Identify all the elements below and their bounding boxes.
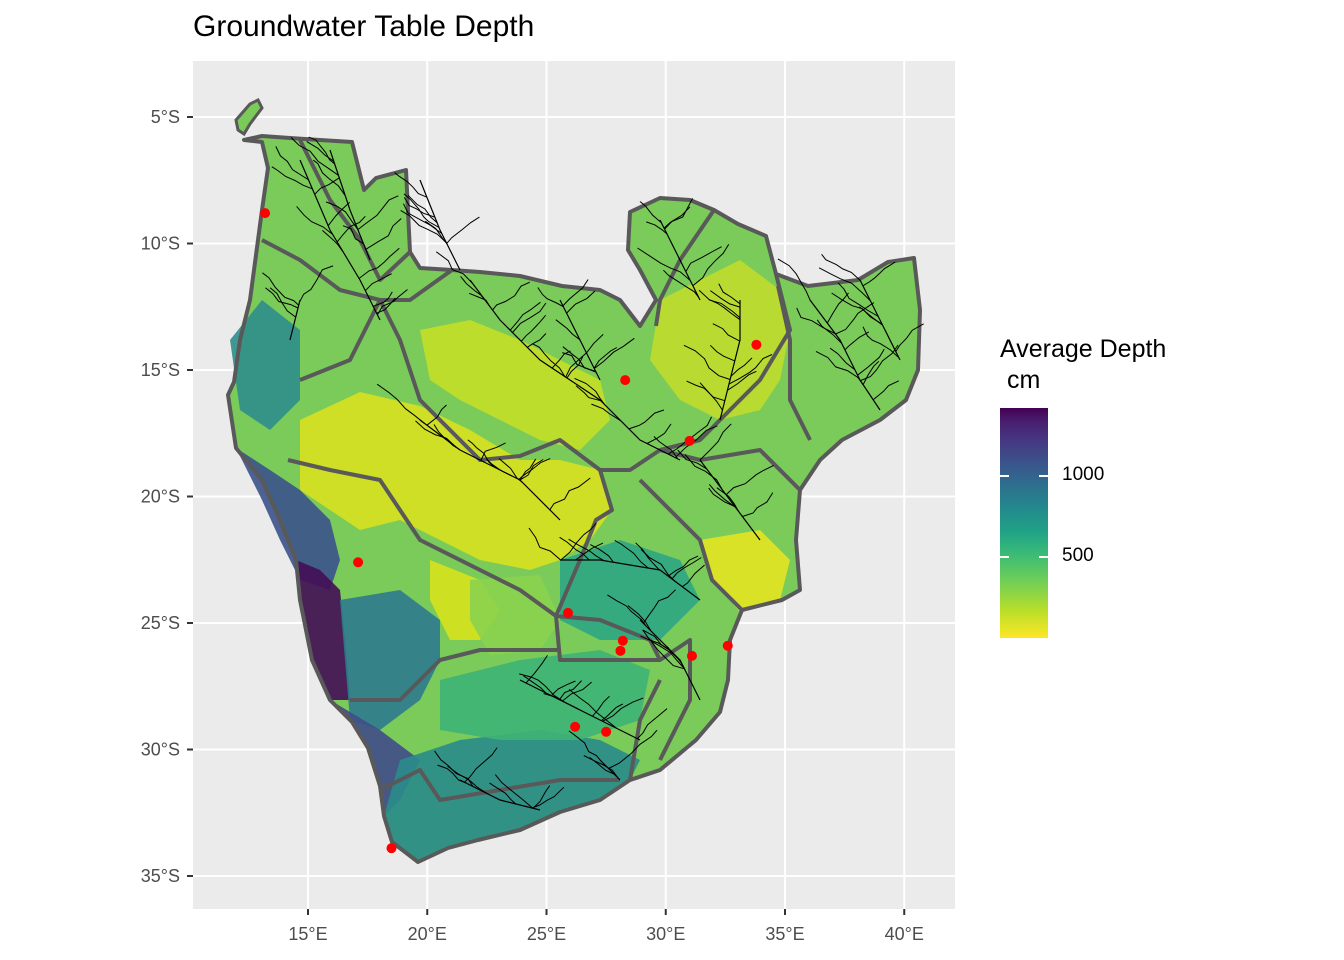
legend-tick-mark — [1000, 475, 1048, 478]
station-point — [562, 607, 573, 618]
station-points — [260, 208, 762, 854]
legend-tick-mark — [1000, 556, 1048, 558]
landmass — [226, 97, 922, 864]
legend: Average Depth cm 1000 500 — [1000, 334, 1230, 638]
legend-tick-label: 1000 — [1062, 464, 1105, 486]
station-point — [751, 339, 762, 350]
y-tick-label: 10°S — [141, 234, 180, 254]
station-point — [684, 435, 695, 446]
x-tick-label: 30°E — [646, 924, 685, 944]
y-tick-label: 20°S — [141, 487, 180, 507]
legend-tick-label: 500 — [1062, 545, 1094, 566]
y-tick-label: 25°S — [141, 613, 180, 633]
river-network — [262, 136, 924, 811]
x-tick-label: 35°E — [765, 924, 804, 944]
x-tick-label: 15°E — [288, 924, 327, 944]
x-axis: 15°E 20°E 25°E 30°E 35°E 40°E — [288, 909, 924, 944]
station-point — [353, 557, 364, 568]
station-point — [686, 650, 697, 661]
y-tick-label: 35°S — [141, 866, 180, 886]
station-point — [722, 640, 733, 651]
station-point — [620, 375, 631, 386]
station-point — [601, 726, 612, 737]
station-point — [615, 645, 626, 656]
x-tick-label: 25°E — [527, 924, 566, 944]
x-tick-label: 20°E — [408, 924, 447, 944]
map-title: Groundwater Table Depth — [193, 10, 535, 43]
y-axis: 5°S 10°S 15°S 20°S 25°S 30°S 35°S — [141, 107, 193, 886]
station-point — [386, 843, 397, 854]
y-tick-label: 5°S — [151, 107, 180, 127]
legend-colorbar — [1000, 408, 1048, 638]
station-point — [617, 635, 628, 646]
station-point — [570, 721, 581, 732]
x-tick-label: 40°E — [885, 924, 924, 944]
y-tick-label: 30°S — [141, 740, 180, 760]
y-tick-label: 15°S — [141, 360, 180, 380]
legend-title: Average Depth cm — [1000, 335, 1167, 394]
station-point — [260, 208, 271, 219]
